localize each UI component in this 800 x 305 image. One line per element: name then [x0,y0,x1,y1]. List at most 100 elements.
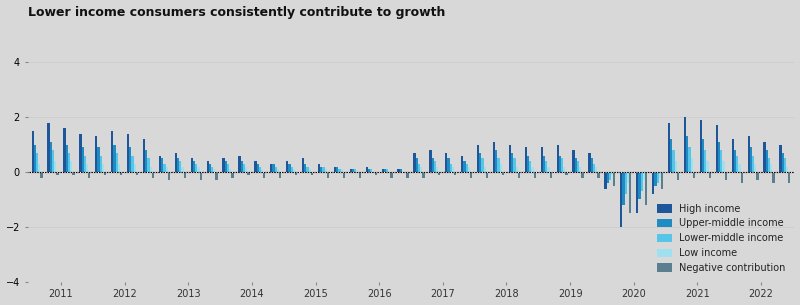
Bar [477,145,479,172]
Bar [574,158,577,172]
Bar [622,172,625,205]
Bar [645,172,647,205]
Bar [293,169,295,172]
Bar [374,172,377,175]
Bar [261,169,263,172]
Bar [638,172,641,199]
Bar [470,172,472,178]
Bar [290,167,293,172]
Bar [341,169,342,172]
Bar [725,172,727,180]
Bar [245,167,247,172]
Bar [747,136,750,172]
Bar [668,123,670,172]
Bar [693,172,695,178]
Bar [325,169,327,172]
Bar [366,167,368,172]
Bar [515,167,518,172]
Bar [273,164,274,172]
Bar [766,150,768,172]
Bar [750,147,752,172]
Bar [514,158,515,172]
Bar [557,145,559,172]
Bar [704,150,706,172]
Bar [541,147,543,172]
Bar [152,172,154,178]
Bar [211,167,214,172]
Bar [279,172,282,178]
Bar [70,161,72,172]
Bar [54,161,56,172]
Bar [352,169,354,172]
Bar [420,167,422,172]
Bar [136,172,138,175]
Bar [254,161,257,172]
Bar [466,164,468,172]
Bar [241,161,243,172]
Bar [527,156,530,172]
Bar [734,150,736,172]
Bar [518,172,520,178]
Bar [86,164,88,172]
Bar [768,158,770,172]
Bar [127,134,130,172]
Bar [41,172,42,178]
Bar [463,161,466,172]
Bar [784,158,786,172]
Bar [684,117,686,172]
Bar [447,158,450,172]
Bar [688,147,690,172]
Bar [700,120,702,172]
Bar [68,153,70,172]
Bar [258,167,261,172]
Bar [384,169,386,172]
Bar [130,147,131,172]
Bar [342,172,345,178]
Bar [227,164,229,172]
Bar [566,172,568,175]
Bar [486,172,488,178]
Bar [229,169,231,172]
Bar [511,153,514,172]
Bar [722,161,725,172]
Bar [452,167,454,172]
Bar [430,150,431,172]
Bar [114,145,115,172]
Bar [559,156,561,172]
Bar [706,161,709,172]
Bar [334,167,336,172]
Bar [414,153,416,172]
Bar [199,172,202,180]
Bar [636,172,638,213]
Bar [625,172,627,194]
Bar [84,156,86,172]
Bar [209,164,211,172]
Bar [752,156,754,172]
Bar [563,167,566,172]
Bar [718,142,720,172]
Bar [50,142,52,172]
Bar [468,167,470,172]
Bar [406,172,409,178]
Bar [446,153,447,172]
Bar [482,158,484,172]
Bar [531,167,534,172]
Bar [589,153,590,172]
Bar [98,147,100,172]
Bar [611,172,614,175]
Bar [561,158,563,172]
Bar [134,164,136,172]
Bar [182,167,184,172]
Bar [434,161,436,172]
Bar [95,136,98,172]
Bar [52,150,54,172]
Bar [143,139,145,172]
Bar [168,172,170,180]
Bar [604,172,606,188]
Bar [593,164,595,172]
Bar [654,172,657,186]
Bar [500,164,502,172]
Bar [288,164,290,172]
Bar [147,158,150,172]
Bar [788,172,790,183]
